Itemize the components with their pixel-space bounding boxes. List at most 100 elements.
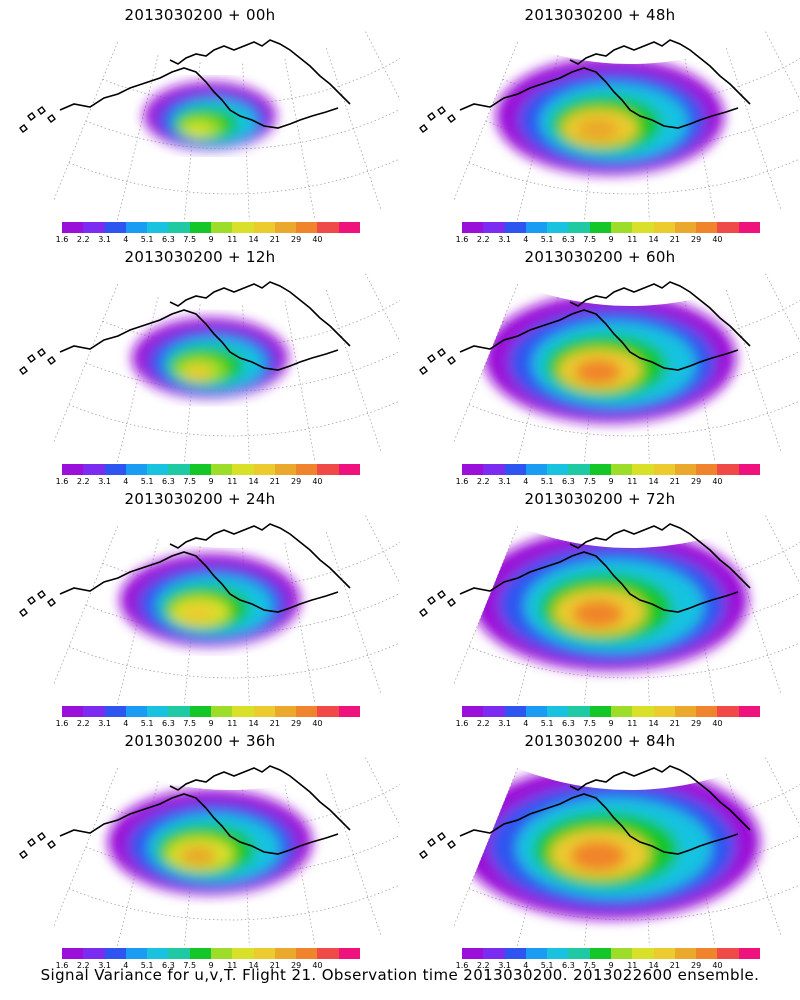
colorbar-swatch bbox=[653, 706, 675, 717]
colorbar-tick-label: 9 bbox=[608, 719, 614, 728]
colorbar-swatch bbox=[62, 464, 84, 475]
colorbar-tick-label: 3.1 bbox=[98, 719, 111, 728]
variance-field bbox=[460, 764, 760, 920]
variance-map bbox=[419, 273, 800, 462]
colorbar-swatch bbox=[696, 222, 718, 233]
colorbar-tick-label: 21 bbox=[669, 961, 680, 970]
meridian-line bbox=[365, 273, 400, 343]
colorbar bbox=[62, 464, 360, 475]
colorbar-tick-label: 2.2 bbox=[476, 719, 490, 728]
island-outline bbox=[27, 838, 36, 847]
colorbar-swatch bbox=[610, 948, 633, 959]
colorbar-tick-label: 29 bbox=[691, 235, 702, 244]
meridian-line bbox=[53, 526, 118, 684]
colorbar-swatch bbox=[462, 948, 484, 959]
meridian-line bbox=[53, 42, 118, 200]
variance-field bbox=[144, 81, 276, 151]
colorbar-tick-label: 1.6 bbox=[55, 235, 69, 244]
island-outline bbox=[27, 354, 36, 363]
colorbar-ticks: 1.6 2.2 3.1 4 5.1 6.3 7.5 9 11 14 21 29 40 bbox=[56, 961, 360, 971]
colorbar-swatch bbox=[632, 948, 654, 959]
arctic-coastline bbox=[569, 765, 751, 831]
colorbar-swatch bbox=[504, 222, 526, 233]
colorbar-swatch bbox=[674, 222, 697, 233]
colorbar-tick-label: 1.6 bbox=[55, 477, 69, 486]
colorbar-tick-label: 5.1 bbox=[540, 235, 554, 244]
colorbar-swatch bbox=[168, 948, 190, 959]
coastline bbox=[59, 793, 339, 855]
island-outline bbox=[47, 114, 56, 123]
colorbar-swatch bbox=[83, 464, 105, 475]
island-outline bbox=[437, 590, 446, 599]
colorbar-tick-label: 9 bbox=[208, 719, 214, 728]
arctic-coastline bbox=[169, 39, 351, 105]
colorbar-tick-label: 40 bbox=[312, 235, 323, 244]
island-outline bbox=[19, 608, 28, 617]
variance-contour bbox=[181, 605, 215, 623]
colorbar-tick-label: 4 bbox=[523, 719, 529, 728]
colorbar-ticks: 1.6 2.2 3.1 4 5.1 6.3 7.5 9 11 14 21 29 40 bbox=[456, 477, 760, 487]
coastline bbox=[459, 67, 739, 129]
colorbar-tick-label: 7.5 bbox=[583, 961, 597, 970]
colorbar bbox=[62, 948, 360, 959]
colorbar-tick-label: 29 bbox=[691, 961, 702, 970]
colorbar-tick-label: 14 bbox=[648, 719, 659, 728]
variance-map bbox=[419, 757, 800, 946]
island-outline bbox=[427, 112, 436, 121]
colorbar-tick-label: 5.1 bbox=[140, 961, 154, 970]
colorbar-swatch bbox=[525, 706, 548, 717]
colorbar-swatch bbox=[210, 222, 233, 233]
colorbar-swatch bbox=[296, 464, 318, 475]
colorbar-tick-label: 11 bbox=[227, 719, 238, 728]
meridian-line bbox=[765, 515, 800, 585]
colorbar-tick-label: 14 bbox=[248, 719, 259, 728]
colorbar-tick-label: 14 bbox=[648, 235, 659, 244]
colorbar-swatch bbox=[589, 706, 611, 717]
colorbar-swatch bbox=[504, 948, 526, 959]
colorbar-tick-label: 4 bbox=[523, 961, 529, 970]
colorbar-swatch bbox=[274, 222, 297, 233]
colorbar-swatch bbox=[568, 948, 590, 959]
colorbar-tick-label: 2.2 bbox=[76, 961, 90, 970]
colorbar-swatch bbox=[483, 948, 505, 959]
colorbar-swatch bbox=[210, 948, 233, 959]
colorbar-swatch bbox=[525, 948, 548, 959]
variance-contour bbox=[570, 841, 626, 871]
panel-title: 2013030200 + 48h bbox=[524, 6, 676, 24]
colorbar-swatch bbox=[525, 464, 548, 475]
meridian-line bbox=[53, 284, 118, 442]
colorbar-tick-label: 4 bbox=[123, 961, 129, 970]
colorbar-tick-label: 40 bbox=[712, 235, 723, 244]
colorbar-swatch bbox=[547, 706, 569, 717]
arctic-coastline bbox=[169, 523, 351, 589]
colorbar-swatch bbox=[674, 464, 697, 475]
island-outline bbox=[437, 348, 446, 357]
island-outline bbox=[419, 366, 428, 375]
colorbar-tick-label: 3.1 bbox=[98, 961, 111, 970]
colorbar-swatch bbox=[83, 706, 105, 717]
colorbar-swatch bbox=[483, 464, 505, 475]
variance-field bbox=[108, 789, 312, 895]
colorbar-swatch bbox=[653, 464, 675, 475]
colorbar-swatch bbox=[589, 464, 611, 475]
colorbar-tick-label: 14 bbox=[248, 477, 259, 486]
colorbar-tick-label: 3.1 bbox=[498, 477, 511, 486]
colorbar-ticks: 1.6 2.2 3.1 4 5.1 6.3 7.5 9 11 14 21 29 40 bbox=[456, 719, 760, 729]
colorbar-ticks: 1.6 2.2 3.1 4 5.1 6.3 7.5 9 11 14 21 29 40 bbox=[56, 719, 360, 729]
colorbar-tick-label: 7.5 bbox=[583, 477, 597, 486]
colorbar-swatch bbox=[274, 464, 297, 475]
colorbar-tick-label: 40 bbox=[712, 961, 723, 970]
arctic-coastline bbox=[569, 523, 751, 589]
colorbar-swatch bbox=[717, 948, 739, 959]
island-outline bbox=[419, 608, 428, 617]
panel-title: 2013030200 + 84h bbox=[524, 732, 676, 750]
colorbar bbox=[62, 706, 360, 717]
colorbar-ticks: 1.6 2.2 3.1 4 5.1 6.3 7.5 9 11 14 21 29 40 bbox=[56, 235, 360, 245]
variance-contour bbox=[183, 364, 213, 380]
colorbar-swatch bbox=[232, 948, 254, 959]
meridian-line bbox=[325, 773, 382, 936]
colorbar-swatch bbox=[62, 706, 84, 717]
colorbar-tick-label: 11 bbox=[627, 235, 638, 244]
island-outline bbox=[19, 366, 28, 375]
colorbar-swatch bbox=[147, 464, 169, 475]
